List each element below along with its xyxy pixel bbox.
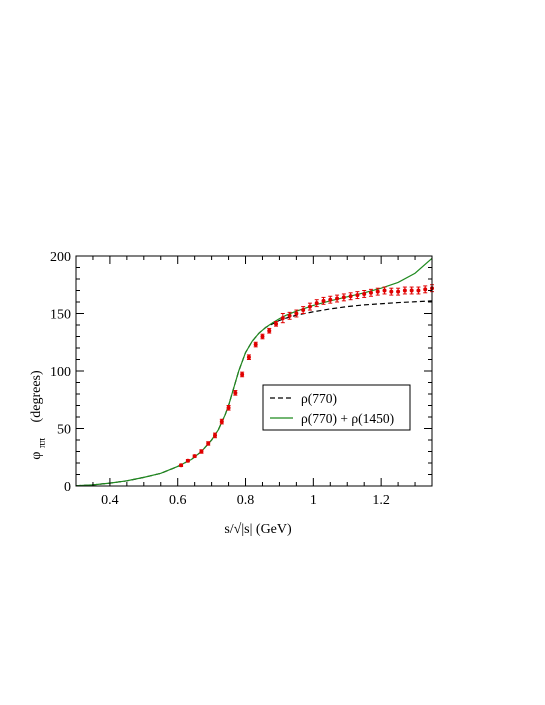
y-tick-label: 200 (50, 250, 71, 265)
data-point (267, 327, 272, 334)
y-axis-symbol: φ (29, 452, 44, 460)
curve-rho770-rho1450 (76, 257, 432, 486)
data-point (253, 341, 258, 348)
y-axis-label: φ ππ (degrees) (29, 370, 49, 460)
data-point (185, 458, 190, 463)
data-point (226, 405, 231, 411)
data-point (335, 294, 340, 303)
legend-label-rho770: ρ(770) (301, 391, 337, 406)
data-point (375, 287, 380, 296)
data-point (423, 285, 428, 294)
data-point (409, 286, 414, 295)
data-point (179, 463, 184, 468)
data-point (362, 290, 367, 298)
data-point (213, 432, 218, 439)
x-axis-label: s/√|s| (GeV) (224, 522, 292, 537)
data-point (233, 390, 238, 396)
x-tick-label: 0.4 (101, 493, 119, 508)
data-point (280, 313, 285, 324)
data-point (416, 286, 421, 295)
data-point (260, 333, 265, 340)
curves-layer (76, 257, 432, 486)
data-point (307, 302, 312, 311)
data-point (355, 291, 360, 300)
y-tick-label: 100 (50, 365, 71, 380)
legend-label-rho770-rho1450: ρ(770) + ρ(1450) (301, 411, 394, 426)
data-point (192, 454, 197, 459)
data-point (240, 371, 245, 378)
ticks-layer: 0.4 0.6 0.8 1 1.2 0 50 100 150 200 (50, 250, 433, 508)
y-axis-unit: (degrees) (29, 370, 44, 422)
data-point (382, 286, 387, 295)
data-point (301, 306, 306, 314)
y-tick-label: 150 (50, 308, 71, 323)
data-point (368, 288, 373, 297)
legend: ρ(770) ρ(770) + ρ(1450) (262, 384, 411, 431)
data-point (287, 311, 292, 320)
x-tick-label: 1.2 (372, 493, 390, 508)
data-points-layer (179, 284, 434, 468)
x-tick-label: 0.8 (237, 493, 255, 508)
legend-box (262, 384, 411, 431)
y-axis-subscript: ππ (37, 438, 48, 448)
data-point (294, 309, 299, 318)
data-point (328, 295, 333, 304)
data-point (199, 449, 204, 454)
data-point (396, 287, 401, 296)
data-point (206, 441, 211, 446)
data-point (341, 293, 346, 302)
svg-text:φ ππ (degrees): φ ππ (degrees) (29, 370, 49, 460)
y-tick-label: 0 (64, 480, 71, 495)
data-point (219, 418, 224, 425)
y-tick-label: 50 (57, 423, 71, 438)
data-point (402, 286, 407, 295)
x-tick-label: 1 (310, 493, 317, 508)
data-point (348, 292, 353, 301)
data-point (321, 296, 326, 305)
data-point (314, 299, 319, 308)
data-point (274, 321, 279, 327)
data-point (389, 287, 394, 296)
x-tick-label: 0.6 (169, 493, 187, 508)
data-point (246, 354, 251, 360)
